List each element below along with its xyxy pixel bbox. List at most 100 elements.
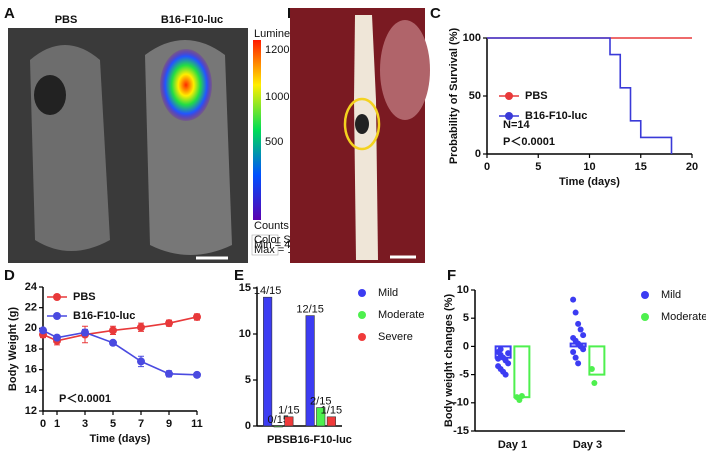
point	[591, 380, 598, 387]
x-tick-label: 3	[82, 418, 88, 430]
legend-marker	[358, 333, 366, 341]
legend-marker	[358, 289, 366, 297]
series-line	[487, 37, 673, 154]
colorbar	[253, 40, 261, 220]
value-label: 1/15	[321, 405, 342, 417]
point	[572, 309, 579, 316]
x-tick-label: 11	[191, 418, 203, 430]
x-tick-label: 10	[583, 161, 595, 173]
colorbar-info: Min = 42	[254, 239, 297, 251]
legend-marker	[641, 313, 649, 321]
bar	[326, 416, 336, 427]
annotation: N=14	[503, 119, 530, 131]
y-tick-label: 0	[463, 340, 469, 352]
point	[575, 360, 582, 367]
mouse	[30, 45, 110, 251]
colorbar-info-box	[251, 234, 279, 256]
legend-label: Moderate	[378, 309, 424, 321]
x-tick-label: 15	[635, 161, 647, 173]
bar	[316, 407, 326, 427]
y-axis-title: Body weight changes (%)	[443, 294, 455, 428]
bar	[284, 416, 294, 427]
y-tick-label: 24	[25, 281, 38, 293]
y-axis-title: Probability of Survival (%)	[448, 28, 460, 165]
panel-a: A PBS B16-F10-luc Luminescence 1200 1000…	[4, 5, 325, 263]
y-tick-label: 16	[25, 364, 37, 376]
point	[570, 349, 577, 356]
point	[575, 320, 582, 327]
group-label: PBS	[55, 14, 78, 26]
legend-label: Mild	[661, 289, 681, 301]
x-tick-label: 5	[110, 418, 116, 430]
y-tick-label: -5	[459, 369, 469, 381]
point	[580, 332, 587, 339]
y-tick-label: 0	[245, 420, 251, 432]
y-tick-label: 18	[25, 343, 37, 355]
spine	[354, 15, 378, 260]
annotation: P＜0.0001	[59, 393, 111, 405]
x-axis-title: Time (days)	[559, 176, 620, 188]
legend-marker	[505, 92, 513, 100]
point	[495, 355, 502, 362]
point	[137, 357, 145, 366]
panel-letter: A	[4, 5, 15, 22]
point	[577, 326, 584, 333]
point	[165, 369, 173, 378]
point	[580, 346, 587, 353]
x-tick-label: PBS	[267, 434, 290, 446]
bar	[273, 425, 283, 428]
legend-label: B16-F10-luc	[73, 310, 135, 322]
x-tick-label: 20	[686, 161, 698, 173]
point	[165, 319, 173, 328]
x-tick-label: 0	[40, 418, 46, 430]
value-label: 1/15	[278, 405, 299, 417]
bar	[305, 315, 315, 427]
bar	[513, 345, 531, 399]
x-tick-label: Day 1	[498, 439, 527, 451]
panel-letter: E	[234, 267, 244, 284]
y-tick-label: -15	[453, 425, 469, 437]
legend-marker	[641, 291, 649, 299]
panel-letter: F	[447, 267, 456, 284]
x-tick-label: B16-F10-luc	[290, 434, 352, 446]
luminescence	[160, 49, 212, 121]
y-tick-label: 50	[469, 90, 481, 102]
bar	[263, 296, 273, 427]
colorbar-tick: 500	[265, 136, 283, 148]
legend-marker	[53, 312, 61, 320]
x-tick-label: 7	[138, 418, 144, 430]
panel-b: B	[287, 5, 430, 263]
legend-label: PBS	[525, 90, 548, 102]
x-tick-label: 5	[535, 161, 541, 173]
y-tick-label: 0	[475, 148, 481, 160]
y-tick-label: 10	[457, 284, 469, 296]
point	[81, 328, 89, 337]
value-label: 0/15	[268, 414, 289, 426]
mouse-fur	[34, 75, 66, 115]
point	[193, 312, 201, 321]
point	[109, 338, 117, 347]
point	[588, 365, 595, 372]
group-label: B16-F10-luc	[161, 14, 223, 26]
point	[497, 346, 504, 353]
point	[109, 326, 117, 335]
legend-label: PBS	[73, 291, 96, 303]
annotation: P＜0.0001	[503, 136, 555, 148]
point	[502, 371, 509, 378]
y-tick-label: 5	[245, 374, 251, 386]
legend-marker	[53, 293, 61, 301]
point	[53, 333, 61, 342]
panel-letter: D	[4, 267, 15, 284]
legend-label: Mild	[378, 287, 398, 299]
point	[518, 393, 525, 400]
point	[39, 326, 47, 335]
value-label: 14/15	[254, 285, 282, 297]
y-tick-label: 15	[239, 282, 251, 294]
y-tick-label: 22	[25, 302, 37, 314]
colorbar-unit: Counts	[254, 220, 289, 232]
point	[193, 370, 201, 379]
y-axis-title: Body Weight (g)	[7, 307, 19, 391]
tumor-highlight	[343, 97, 381, 151]
x-tick-label: Day 3	[573, 439, 602, 451]
